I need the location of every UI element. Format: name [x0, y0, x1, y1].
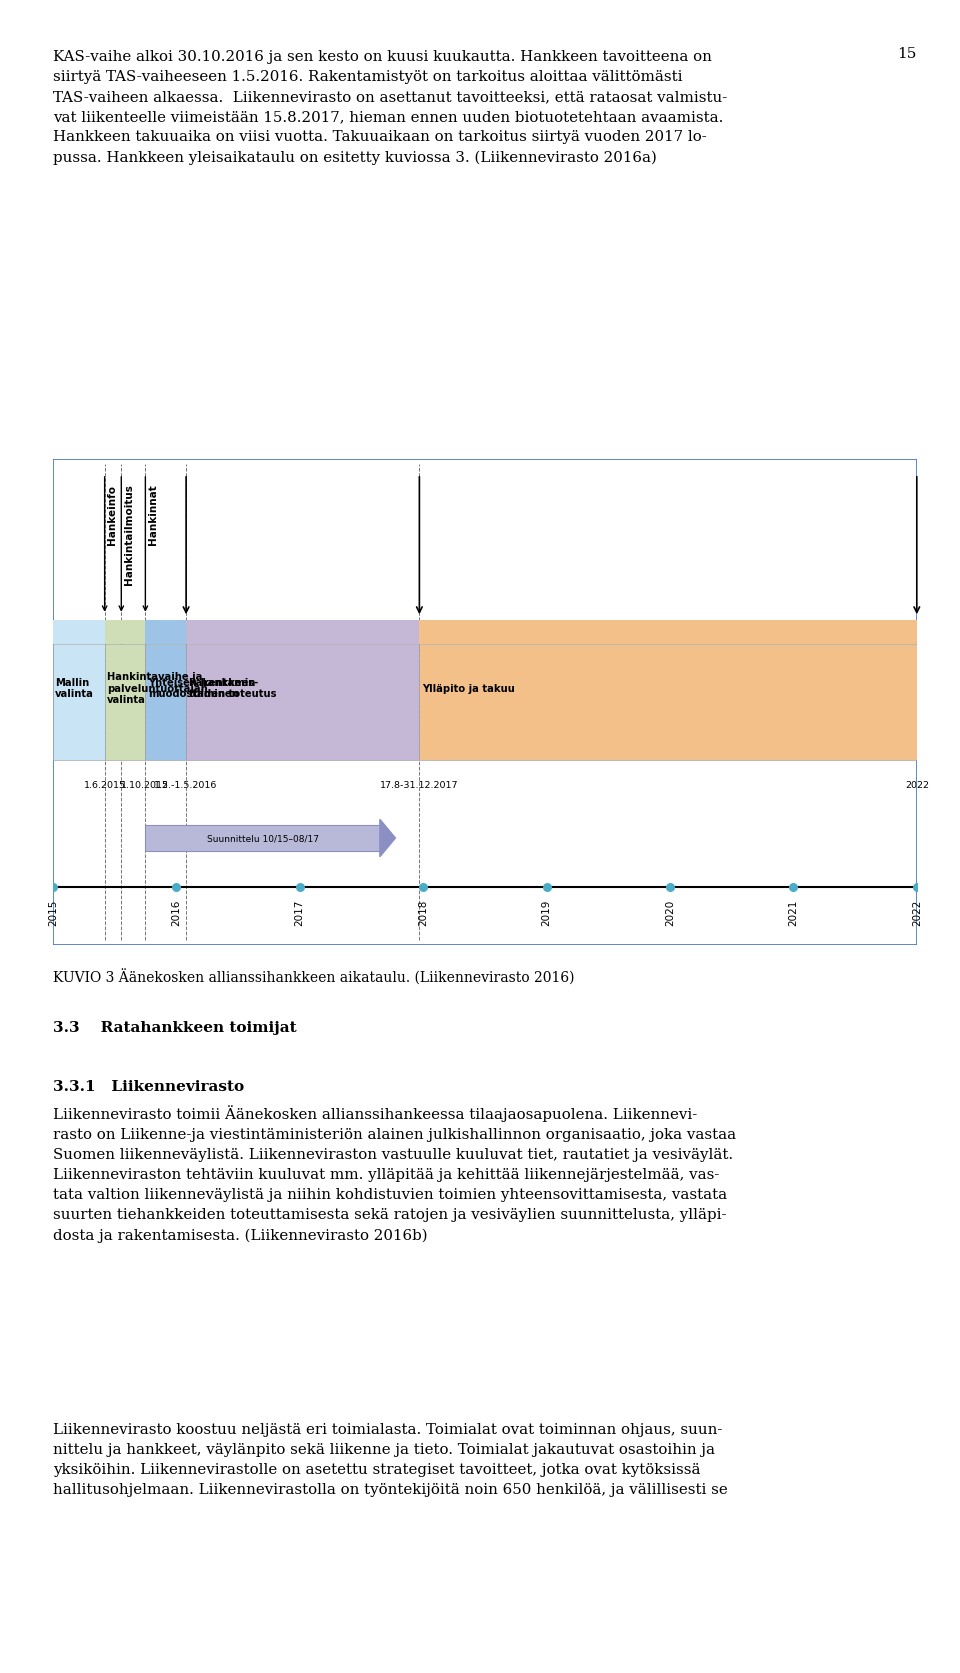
Text: 17.8-31.12.2017: 17.8-31.12.2017 [380, 780, 459, 790]
Bar [105, 621, 145, 644]
Text: Mallin
valinta: Mallin valinta [56, 678, 94, 699]
FancyArrow shape [380, 820, 396, 857]
Text: 3.3.1   Liikennevirasto: 3.3.1 Liikennevirasto [53, 1079, 244, 1092]
Text: 2015: 2015 [48, 898, 58, 925]
Bar [145, 621, 186, 644]
Bar [53, 621, 105, 644]
Text: 2022: 2022 [912, 898, 922, 925]
Text: 1.10.2015: 1.10.2015 [121, 780, 169, 790]
Text: Ylläpito ja takuu: Ylläpito ja takuu [421, 683, 515, 693]
Text: Liikennevirasto toimii Äänekosken allianssihankeessa tilaajaosapuolena. Liikenne: Liikennevirasto toimii Äänekosken allian… [53, 1104, 736, 1241]
Text: 2020: 2020 [665, 898, 675, 925]
Text: 15: 15 [898, 47, 917, 60]
Bar [145, 825, 380, 852]
Text: Hankinnat: Hankinnat [148, 485, 158, 545]
Text: 2016: 2016 [171, 898, 181, 925]
Text: KUVIO 3 Äänekosken allianssihankkeen aikataulu. (Liikennevirasto 2016): KUVIO 3 Äänekosken allianssihankkeen aik… [53, 969, 574, 985]
Bar [145, 644, 186, 761]
Text: Hankintailmoitus: Hankintailmoitus [124, 485, 133, 586]
Text: 2018: 2018 [419, 898, 428, 925]
Text: Hankeinfo: Hankeinfo [108, 485, 117, 544]
Text: 1.2.-1.5.2016: 1.2.-1.5.2016 [155, 780, 218, 790]
Text: Hankintavaihe ja
palveluntuottajan
valinta: Hankintavaihe ja palveluntuottajan valin… [108, 671, 208, 704]
Bar [186, 621, 420, 644]
Text: Rakentamis-
töiden toteutus: Rakentamis- töiden toteutus [188, 678, 276, 699]
Text: 2019: 2019 [541, 898, 551, 925]
Bar [186, 644, 420, 761]
Text: 3.3    Ratahankkeen toimijat: 3.3 Ratahankkeen toimijat [53, 1021, 297, 1034]
Bar [420, 621, 917, 644]
Bar [420, 644, 917, 761]
Text: 2022: 2022 [904, 780, 928, 790]
Text: Liikennevirasto koostuu neljästä eri toimialasta. Toimialat ovat toiminnan ohjau: Liikennevirasto koostuu neljästä eri toi… [53, 1422, 728, 1496]
Text: 2021: 2021 [788, 898, 799, 925]
Bar [53, 644, 105, 761]
Text: Suunnittelu 10/15–08/17: Suunnittelu 10/15–08/17 [206, 835, 319, 843]
Text: 1.6.2015: 1.6.2015 [84, 780, 126, 790]
Text: 2017: 2017 [295, 898, 304, 925]
Text: KAS-vaihe alkoi 30.10.2016 ja sen kesto on kuusi kuukautta. Hankkeen tavoitteena: KAS-vaihe alkoi 30.10.2016 ja sen kesto … [53, 50, 727, 166]
Text: Yhteisen hankkeen
muodostaminen: Yhteisen hankkeen muodostaminen [148, 678, 255, 699]
Bar [53, 460, 917, 945]
Bar [105, 644, 145, 761]
